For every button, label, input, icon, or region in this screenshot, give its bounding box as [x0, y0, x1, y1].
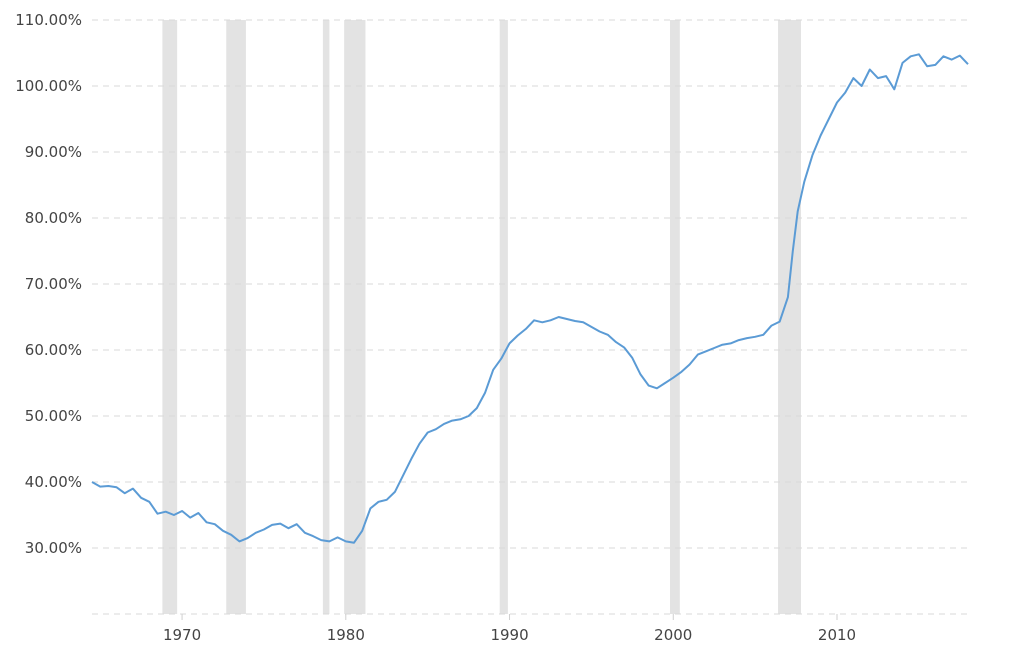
series: [91, 53, 969, 544]
recession-bands: [162, 20, 801, 614]
y-tick-label: 30.00%: [25, 539, 82, 557]
series-line: [91, 53, 969, 544]
y-tick-label: 110.00%: [15, 11, 82, 29]
y-tick-label: 90.00%: [25, 143, 82, 161]
y-tick-label: 40.00%: [25, 473, 82, 491]
axes: [181, 614, 838, 620]
y-tick-label: 50.00%: [25, 407, 82, 425]
recession-band: [344, 20, 366, 614]
recession-band: [226, 20, 246, 614]
recession-band: [669, 20, 680, 614]
x-tick-label: 1980: [327, 626, 365, 644]
x-tick-label: 1990: [490, 626, 528, 644]
recession-band: [499, 20, 508, 614]
x-tick-label: 2000: [654, 626, 692, 644]
gridlines: [92, 19, 968, 615]
y-tick-label: 100.00%: [15, 77, 82, 95]
y-tick-label: 80.00%: [25, 209, 82, 227]
x-tick-label: 1970: [163, 626, 201, 644]
y-tick-label: 70.00%: [25, 275, 82, 293]
recession-band: [162, 20, 178, 614]
recession-band: [778, 20, 801, 614]
recession-band: [322, 20, 330, 614]
tick-labels: 30.00% 40.00% 50.00% 60.00% 70.00% 80.00% 90.0…: [15, 11, 856, 644]
y-tick-label: 60.00%: [25, 341, 82, 359]
x-tick-label: 2010: [818, 626, 856, 644]
